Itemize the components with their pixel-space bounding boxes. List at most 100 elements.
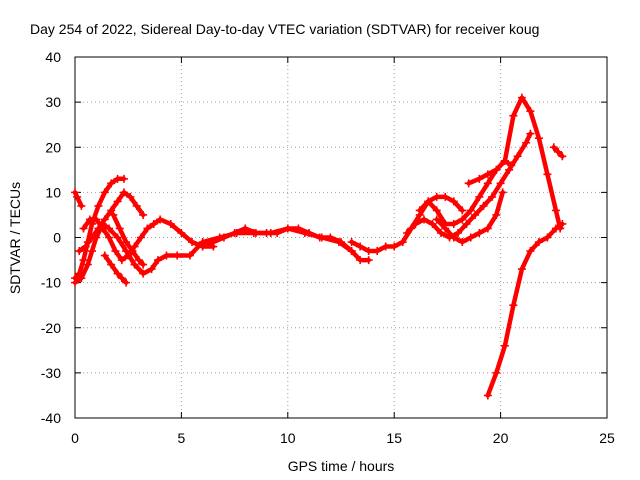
data-point <box>551 224 560 233</box>
data-point <box>398 238 407 247</box>
data-point <box>437 228 446 237</box>
data-point <box>115 224 124 233</box>
series-line <box>72 176 127 281</box>
data-point <box>130 260 139 269</box>
data-point <box>411 219 420 228</box>
data-point <box>483 179 492 188</box>
data-point <box>458 206 467 215</box>
data-point <box>347 238 356 247</box>
data-point <box>475 192 484 201</box>
data-point <box>464 179 473 188</box>
data-point <box>483 170 492 179</box>
data-point <box>432 215 441 224</box>
data-point <box>509 301 518 310</box>
data-series <box>71 93 567 400</box>
data-point <box>294 224 303 233</box>
x-tick-label: 25 <box>599 430 615 446</box>
data-point <box>251 228 260 237</box>
data-point <box>471 210 480 219</box>
series-sat-e <box>75 188 148 256</box>
series-sat-j <box>402 129 535 242</box>
data-point <box>71 188 79 197</box>
data-point <box>462 219 471 228</box>
data-point <box>149 219 158 228</box>
data-point <box>73 192 82 201</box>
data-point <box>356 242 365 251</box>
y-tick-label: 10 <box>45 184 61 200</box>
data-point <box>364 247 373 256</box>
data-point <box>117 256 126 265</box>
series-sat-h <box>198 224 373 265</box>
data-point <box>139 269 148 278</box>
data-point <box>113 269 122 278</box>
data-point <box>107 179 116 188</box>
series-sat-f <box>100 251 131 287</box>
x-tick-label: 0 <box>71 430 79 446</box>
data-point <box>273 228 282 237</box>
data-point <box>143 224 152 233</box>
data-point <box>475 174 484 183</box>
data-point <box>83 260 92 269</box>
data-point <box>466 206 475 215</box>
series-line <box>485 221 565 398</box>
data-point <box>549 143 558 152</box>
y-tick-label: -30 <box>41 365 61 381</box>
data-point <box>449 197 458 206</box>
data-point <box>147 265 156 274</box>
data-point <box>402 228 411 237</box>
y-tick-labels: -40 -30 -20 -10 0 10 20 30 40 <box>41 49 61 426</box>
data-point <box>337 238 345 247</box>
data-point <box>522 138 531 147</box>
data-point <box>188 238 197 247</box>
data-point <box>109 210 118 219</box>
data-point <box>198 242 207 251</box>
data-point <box>373 247 382 256</box>
data-point <box>166 219 175 228</box>
data-point <box>347 247 356 256</box>
data-point <box>500 341 509 350</box>
data-point <box>432 192 441 201</box>
data-point <box>419 215 428 224</box>
y-tick-label: -20 <box>41 320 61 336</box>
data-point <box>113 233 122 242</box>
data-point <box>441 224 450 233</box>
data-point <box>534 134 543 143</box>
data-point <box>479 201 488 210</box>
data-point <box>88 247 97 256</box>
x-tick-label: 15 <box>386 430 402 446</box>
data-point <box>219 233 228 242</box>
data-point <box>543 170 552 179</box>
y-tick-label: -10 <box>41 275 61 291</box>
data-point <box>153 256 162 265</box>
data-point <box>100 251 109 260</box>
data-point <box>139 260 148 269</box>
data-point <box>424 197 433 206</box>
data-point <box>100 215 109 224</box>
data-point <box>81 242 90 251</box>
series-sat-g <box>109 210 148 269</box>
data-point <box>94 224 103 233</box>
data-point <box>517 93 526 102</box>
y-tick-label: 20 <box>45 139 61 155</box>
data-point <box>134 256 143 265</box>
x-tick-label: 5 <box>178 430 186 446</box>
data-point <box>326 233 335 242</box>
data-point <box>122 278 131 287</box>
data-point <box>117 274 126 283</box>
data-point <box>128 247 137 256</box>
data-point <box>507 161 516 170</box>
data-point <box>505 165 514 174</box>
data-point <box>458 238 467 247</box>
data-point <box>305 228 314 237</box>
data-point <box>241 224 250 233</box>
data-point <box>526 129 535 138</box>
series-line <box>404 131 533 240</box>
data-point <box>364 256 373 265</box>
y-tick-label: -40 <box>41 410 61 426</box>
data-point <box>500 156 509 165</box>
data-point <box>558 152 567 161</box>
data-point <box>107 206 116 215</box>
data-point <box>173 251 182 260</box>
data-point <box>356 256 365 265</box>
data-point <box>262 228 271 237</box>
